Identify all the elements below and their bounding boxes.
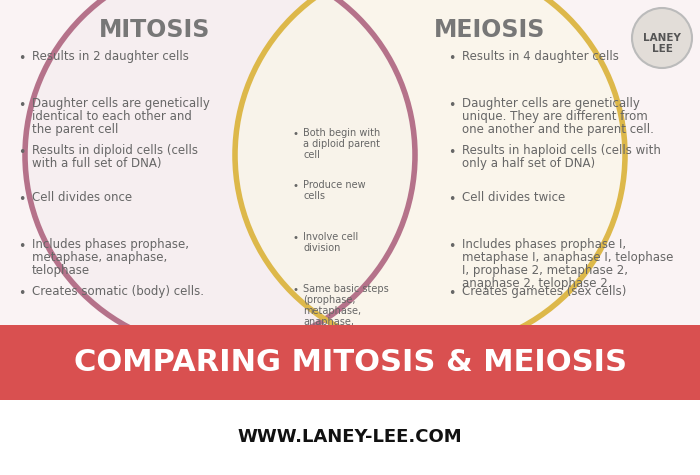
Bar <box>0 400 700 475</box>
Text: Includes phases prophase,: Includes phases prophase, <box>32 238 189 251</box>
Text: the parent cell: the parent cell <box>32 123 118 136</box>
Text: •: • <box>292 233 298 243</box>
Text: Cell divides once: Cell divides once <box>32 191 132 204</box>
Text: division: division <box>303 243 340 253</box>
Text: Daughter cells are genetically: Daughter cells are genetically <box>32 97 210 110</box>
Text: COMPARING MITOSIS & MEIOSIS: COMPARING MITOSIS & MEIOSIS <box>74 348 626 377</box>
Text: Results in diploid cells (cells: Results in diploid cells (cells <box>32 144 198 157</box>
Text: Same basic steps: Same basic steps <box>303 284 389 294</box>
Text: •: • <box>292 129 298 139</box>
Circle shape <box>25 0 415 350</box>
Text: one another and the parent cell.: one another and the parent cell. <box>462 123 654 136</box>
Text: Creates gametes (sex cells): Creates gametes (sex cells) <box>462 285 626 298</box>
Text: Results in 4 daughter cells: Results in 4 daughter cells <box>462 50 619 63</box>
Text: •: • <box>292 181 298 191</box>
Text: WWW.LANEY-LEE.COM: WWW.LANEY-LEE.COM <box>238 428 462 446</box>
Text: •: • <box>18 99 25 112</box>
Text: LEE: LEE <box>652 44 673 54</box>
Text: •: • <box>448 99 456 112</box>
Text: with a full set of DNA): with a full set of DNA) <box>32 157 162 170</box>
Text: Both begin with: Both begin with <box>303 128 380 138</box>
Text: Includes phases prophase I,: Includes phases prophase I, <box>462 238 626 251</box>
Text: I, prophase 2, metaphase 2,: I, prophase 2, metaphase 2, <box>462 264 628 277</box>
Text: telophase: telophase <box>32 264 90 277</box>
Text: Cell divides twice: Cell divides twice <box>462 191 566 204</box>
Text: Produce new: Produce new <box>303 180 365 190</box>
Text: Daughter cells are genetically: Daughter cells are genetically <box>462 97 640 110</box>
Text: cell: cell <box>303 150 320 160</box>
Text: •: • <box>448 287 456 300</box>
Text: •: • <box>18 146 25 159</box>
Text: metaphase,: metaphase, <box>303 306 361 316</box>
Text: •: • <box>448 240 456 253</box>
Text: •: • <box>18 193 25 206</box>
Text: Results in 2 daughter cells: Results in 2 daughter cells <box>32 50 189 63</box>
Bar <box>0 325 700 400</box>
Text: anaphase 2, telophase 2.: anaphase 2, telophase 2. <box>462 277 612 290</box>
Text: identical to each other and: identical to each other and <box>32 110 192 123</box>
Text: only a half set of DNA): only a half set of DNA) <box>462 157 595 170</box>
Text: •: • <box>292 285 298 295</box>
Text: unique. They are different from: unique. They are different from <box>462 110 648 123</box>
Text: •: • <box>448 193 456 206</box>
Text: MEIOSIS: MEIOSIS <box>434 18 546 42</box>
Text: •: • <box>448 52 456 65</box>
Text: Results in haploid cells (cells with: Results in haploid cells (cells with <box>462 144 661 157</box>
Text: Involve cell: Involve cell <box>303 232 358 242</box>
Text: telophase): telophase) <box>303 328 355 338</box>
Text: •: • <box>18 240 25 253</box>
Text: MITOSIS: MITOSIS <box>99 18 211 42</box>
Text: metaphase, anaphase,: metaphase, anaphase, <box>32 251 167 264</box>
Circle shape <box>632 8 692 68</box>
Text: LANEY: LANEY <box>643 33 681 43</box>
Text: a diploid parent: a diploid parent <box>303 139 380 149</box>
Text: (prophase,: (prophase, <box>303 295 356 305</box>
Text: metaphase I, anaphase I, telophase: metaphase I, anaphase I, telophase <box>462 251 673 264</box>
Text: •: • <box>448 146 456 159</box>
Text: anaphase,: anaphase, <box>303 317 354 327</box>
Text: cells: cells <box>303 191 325 201</box>
Circle shape <box>235 0 625 350</box>
Text: •: • <box>18 287 25 300</box>
Text: Creates somatic (body) cells.: Creates somatic (body) cells. <box>32 285 204 298</box>
Text: •: • <box>18 52 25 65</box>
